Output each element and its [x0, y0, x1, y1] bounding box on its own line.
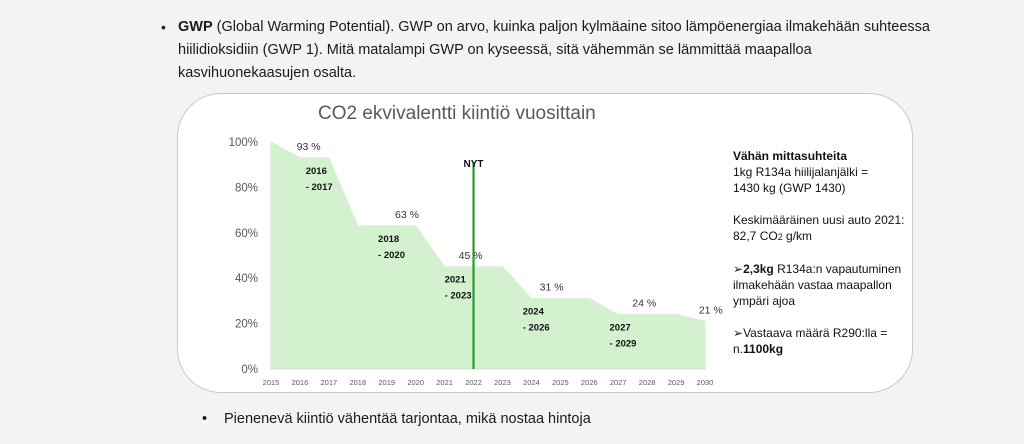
price-bullet-text: Pienenevä kiintiö vähentää tarjontaa, mi…	[224, 411, 591, 427]
side-note-heading: Vähän mittasuhteita	[733, 149, 848, 163]
r134a-footprint-line1: 1kg R134a hiilijalanjälki =	[733, 165, 869, 179]
arrow-icon: ➢	[733, 326, 744, 340]
data-point	[270, 141, 272, 143]
data-point	[675, 313, 677, 316]
period-label: - 2020	[378, 250, 405, 261]
data-point	[646, 313, 648, 316]
value-label: 31 %	[540, 282, 564, 294]
data-point	[299, 157, 301, 159]
x-tick-label: 2015	[263, 378, 280, 387]
arrow-icon: ➢	[733, 262, 744, 276]
now-marker-label: NYT	[464, 159, 484, 170]
x-tick-label: 2016	[292, 378, 309, 387]
value-label: 24 %	[632, 298, 656, 310]
data-point	[617, 313, 619, 316]
area-series	[270, 141, 706, 370]
period-label: 2021	[445, 275, 467, 286]
release-equivalence-line3: ympäri ajoa	[733, 294, 796, 308]
value-label: 93 %	[297, 141, 321, 153]
x-tick-label: 2017	[321, 378, 338, 387]
release-equivalence: ➢2,3kg R134a:n vapautuminen	[733, 262, 902, 276]
value-label: 45 %	[459, 250, 483, 262]
price-bullet: • Pienenevä kiintiö vähentää tarjontaa, …	[202, 409, 591, 429]
data-point	[357, 225, 359, 227]
y-tick-label: 60%	[235, 228, 258, 240]
x-tick-label: 2027	[610, 378, 627, 387]
r290-equivalence-line2: n.1100kg	[733, 342, 784, 356]
x-tick-label: 2026	[581, 378, 598, 387]
bullet-icon: •	[202, 411, 208, 427]
r134a-footprint-line2: 1430 kg (GWP 1430)	[733, 181, 846, 195]
period-label: - 2026	[523, 323, 550, 334]
r290-equivalence: ➢Vastaava määrä R290:lla =	[733, 326, 888, 340]
y-tick-label: 20%	[235, 319, 258, 331]
period-label: 2016	[306, 166, 327, 177]
chart-title: CO2 ekvivalentti kiintiö vuosittain	[318, 103, 596, 124]
x-tick-label: 2030	[697, 378, 714, 387]
period-label: - 2017	[306, 182, 333, 193]
bullet-icon: •	[161, 19, 166, 35]
x-tick-label: 2021	[436, 378, 453, 387]
data-point	[559, 297, 562, 300]
value-label: 21 %	[699, 304, 723, 316]
x-tick-label: 2022	[465, 378, 482, 387]
data-point	[328, 157, 330, 159]
y-tick-label: 80%	[235, 182, 258, 194]
data-point	[588, 297, 591, 300]
x-tick-label: 2019	[378, 378, 395, 387]
gwp-description: (Global Warming Potential). GWP on arvo,…	[178, 19, 930, 81]
period-label: 2024	[523, 307, 545, 318]
y-tick-label: 40%	[235, 273, 258, 285]
y-tick-label: 0%	[241, 364, 258, 376]
period-label: - 2023	[445, 291, 472, 302]
x-tick-label: 2023	[494, 378, 511, 387]
period-label: 2027	[610, 322, 631, 333]
data-point	[501, 266, 504, 268]
period-label: 2018	[378, 234, 399, 245]
x-tick-label: 2020	[407, 378, 424, 387]
x-tick-label: 2028	[639, 378, 656, 387]
gwp-term: GWP	[178, 19, 213, 35]
data-point	[385, 225, 388, 227]
data-point	[443, 266, 446, 268]
value-label: 63 %	[395, 209, 419, 221]
x-tick-label: 2029	[668, 378, 685, 387]
car-line2: 82,7 CO2 g/km	[733, 229, 813, 243]
period-label: - 2029	[610, 338, 637, 349]
data-point	[414, 225, 417, 227]
y-tick-label: 100%	[229, 137, 258, 149]
x-tick-label: 2018	[349, 378, 366, 387]
data-point	[704, 320, 706, 323]
x-tick-label: 2024	[523, 378, 540, 387]
plot-area: 0% 20% 40% 60% 80% 100% 2015 2016 2017 2018 2019 20…	[229, 137, 723, 387]
side-note: Vähän mittasuhteita 1kg R134a hiilijalan…	[733, 148, 913, 357]
gwp-bullet: • GWP (Global Warming Potential). GWP on…	[161, 16, 938, 85]
car-line1: Keskimääräinen uusi auto 2021:	[733, 213, 905, 227]
data-point	[530, 297, 533, 300]
x-tick-label: 2025	[552, 378, 569, 387]
release-equivalence-line2: ilmakehään vastaa maapallon	[733, 278, 892, 292]
